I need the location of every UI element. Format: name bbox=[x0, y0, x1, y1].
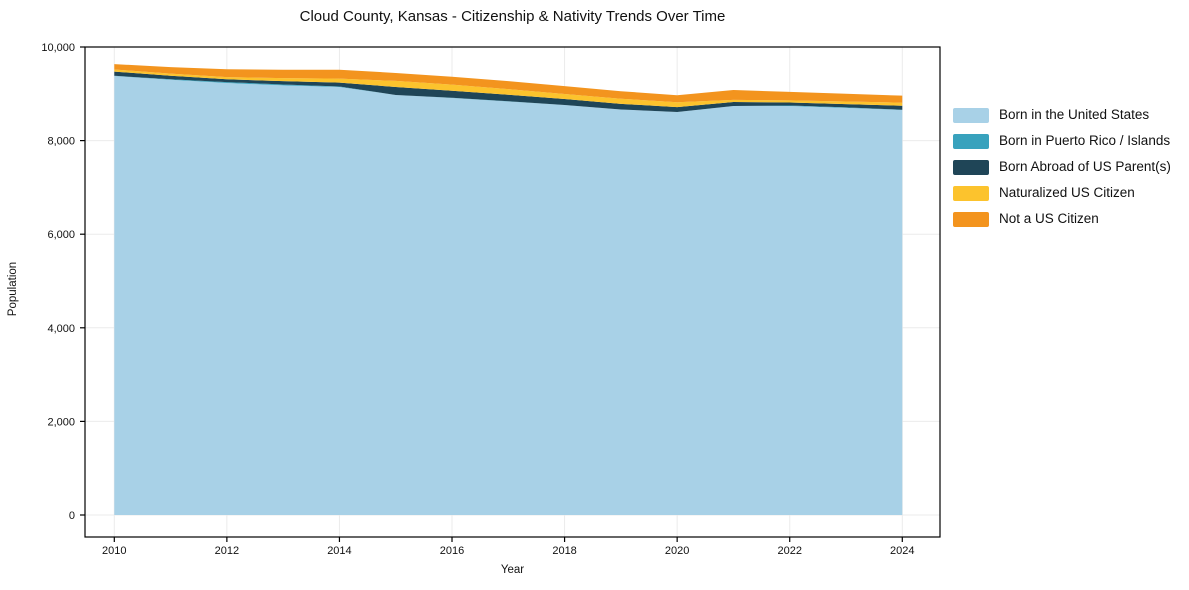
legend: Born in the United States Born in Puerto … bbox=[953, 107, 1171, 237]
legend-swatch-icon bbox=[953, 107, 989, 123]
legend-swatch-icon bbox=[953, 185, 989, 201]
legend-item-naturalized-us-citizen: Naturalized US Citizen bbox=[953, 185, 1171, 201]
y-tick-label: 10,000 bbox=[41, 42, 75, 54]
y-tick-label: 0 bbox=[69, 510, 75, 522]
chart-title: Cloud County, Kansas - Citizenship & Nat… bbox=[299, 8, 726, 25]
legend-label: Born Abroad of US Parent(s) bbox=[999, 159, 1171, 174]
x-axis-label: Year bbox=[500, 564, 525, 576]
x-tick-label: 2020 bbox=[665, 545, 689, 557]
legend-swatch-icon bbox=[953, 133, 989, 149]
legend-item-not-a-us-citizen: Not a US Citizen bbox=[953, 211, 1171, 227]
legend-label: Not a US Citizen bbox=[999, 211, 1099, 226]
area-series-naturalized-us-citizen bbox=[114, 69, 903, 108]
y-tick-label: 4,000 bbox=[47, 323, 75, 335]
legend-item-born-in-puerto-rico-islands: Born in Puerto Rico / Islands bbox=[953, 133, 1171, 149]
y-tick-label: 8,000 bbox=[47, 136, 75, 148]
x-tick-label: 2024 bbox=[890, 545, 914, 557]
area-series-born-in-the-united-states bbox=[114, 76, 903, 516]
legend-swatch-icon bbox=[953, 211, 989, 227]
x-tick-label: 2022 bbox=[777, 545, 801, 557]
legend-label: Naturalized US Citizen bbox=[999, 185, 1135, 200]
y-tick-label: 6,000 bbox=[47, 229, 75, 241]
x-tick-label: 2012 bbox=[215, 545, 239, 557]
x-tick-label: 2016 bbox=[440, 545, 464, 557]
legend-item-born-in-the-united-states: Born in the United States bbox=[953, 107, 1171, 123]
legend-swatch-icon bbox=[953, 159, 989, 175]
legend-item-born-abroad-of-us-parent-s: Born Abroad of US Parent(s) bbox=[953, 159, 1171, 175]
legend-label: Born in the United States bbox=[999, 107, 1150, 122]
x-tick-label: 2018 bbox=[552, 545, 576, 557]
area-series-not-a-us-citizen bbox=[114, 64, 903, 103]
plot-border bbox=[84, 46, 941, 538]
x-tick-label: 2014 bbox=[327, 545, 351, 557]
y-tick-label: 2,000 bbox=[47, 416, 75, 428]
legend-label: Born in Puerto Rico / Islands bbox=[999, 133, 1171, 148]
x-tick-label: 2010 bbox=[102, 545, 126, 557]
